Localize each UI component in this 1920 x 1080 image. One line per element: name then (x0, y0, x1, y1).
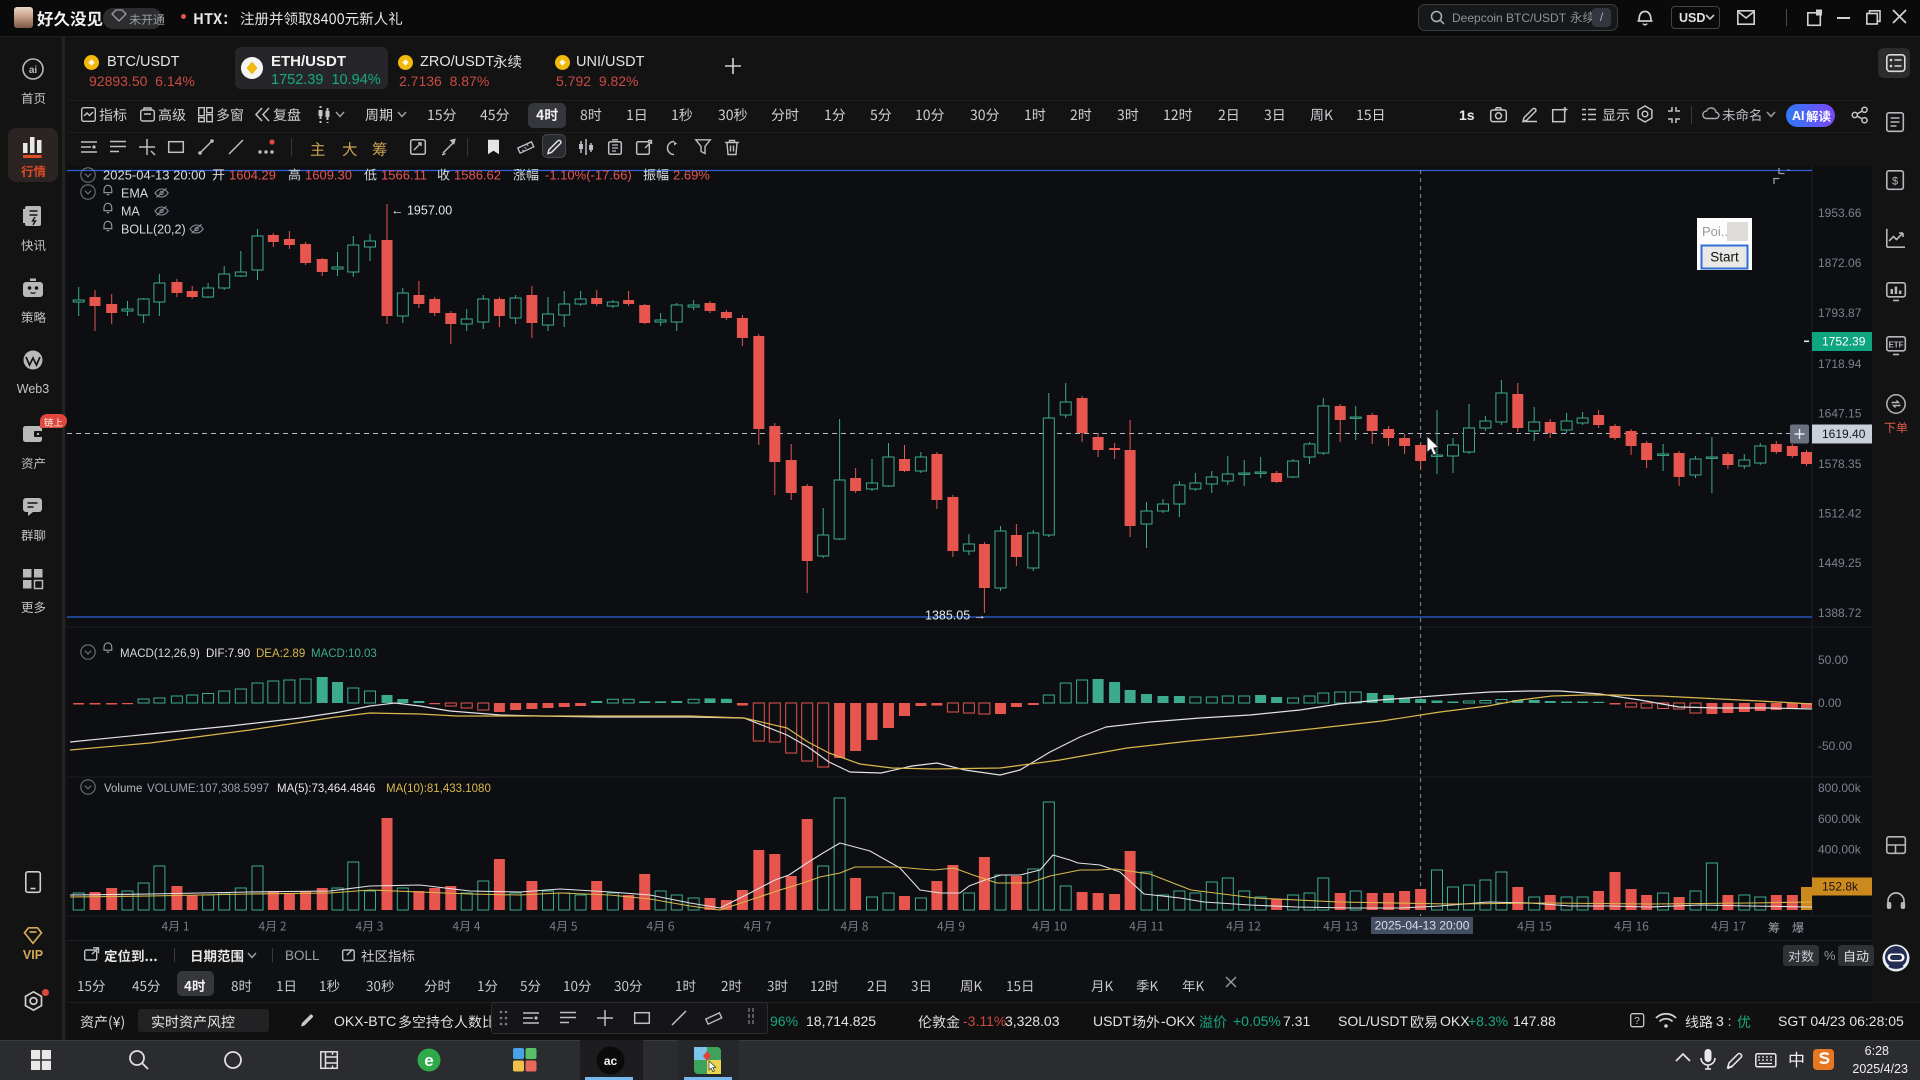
svg-text:DEA:2.89: DEA:2.89 (256, 648, 305, 660)
svg-text:1449.25: 1449.25 (1818, 556, 1862, 570)
svg-text:Volume: Volume (104, 783, 142, 795)
svg-text:1953.66: 1953.66 (1818, 206, 1862, 220)
svg-text:ai: ai (29, 65, 38, 76)
svg-text:MACD:10.03: MACD:10.03 (311, 648, 377, 660)
svg-text:-1.10%(-17.66): -1.10%(-17.66) (545, 168, 632, 183)
svg-text:1793.87: 1793.87 (1818, 306, 1862, 320)
svg-text:152.8k: 152.8k (1822, 880, 1859, 894)
svg-text:1512.42: 1512.42 (1818, 507, 1862, 521)
svg-text:1385.05 →: 1385.05 → (925, 609, 986, 623)
svg-text:ac: ac (604, 1054, 618, 1068)
svg-text:MACD(12,26,9): MACD(12,26,9) (120, 648, 200, 660)
svg-text:DIF:7.90: DIF:7.90 (206, 648, 250, 660)
svg-text:← 1957.00: ← 1957.00 (391, 204, 452, 218)
svg-text:50.00: 50.00 (1818, 653, 1848, 667)
svg-text:2025-04-13 20:00: 2025-04-13 20:00 (103, 168, 206, 183)
svg-text:e: e (424, 1051, 433, 1070)
svg-text:MA: MA (121, 205, 140, 219)
svg-text:VOLUME:107,308.5997: VOLUME:107,308.5997 (147, 783, 269, 795)
svg-text:?: ? (1634, 1016, 1640, 1027)
svg-text:BOLL(20,2): BOLL(20,2) (121, 223, 186, 237)
svg-text:1586.62: 1586.62 (454, 168, 501, 183)
svg-text:0.00: 0.00 (1818, 696, 1842, 710)
svg-text:ETF: ETF (1888, 341, 1903, 350)
svg-text:$: $ (1892, 176, 1898, 188)
svg-text:Start: Start (1710, 250, 1739, 265)
svg-text:1647.15: 1647.15 (1818, 407, 1862, 421)
svg-text:1609.30: 1609.30 (305, 168, 352, 183)
svg-text:1718.94: 1718.94 (1818, 357, 1862, 371)
svg-text:-50.00: -50.00 (1818, 739, 1852, 753)
svg-text:600.00k: 600.00k (1818, 812, 1862, 826)
svg-text:400.00k: 400.00k (1818, 843, 1862, 857)
svg-text:1604.29: 1604.29 (229, 168, 276, 183)
svg-text:MA(5):73,464.4846: MA(5):73,464.4846 (277, 783, 375, 795)
svg-text:1752.39: 1752.39 (1822, 335, 1866, 349)
svg-text:Poi...: Poi... (1702, 224, 1732, 239)
svg-text:2025-04-13 20:00: 2025-04-13 20:00 (1375, 919, 1470, 933)
svg-text:1566.11: 1566.11 (381, 168, 427, 183)
svg-text:800.00k: 800.00k (1818, 781, 1862, 795)
svg-text:MA(10):81,433.1080: MA(10):81,433.1080 (386, 783, 491, 795)
svg-text:1388.72: 1388.72 (1818, 606, 1862, 620)
svg-text:1872.06: 1872.06 (1818, 256, 1862, 270)
svg-text:1578.35: 1578.35 (1818, 457, 1862, 471)
svg-text:1619.40: 1619.40 (1822, 427, 1866, 441)
svg-text:2.69%: 2.69% (673, 168, 710, 183)
svg-text:EMA: EMA (121, 187, 149, 201)
